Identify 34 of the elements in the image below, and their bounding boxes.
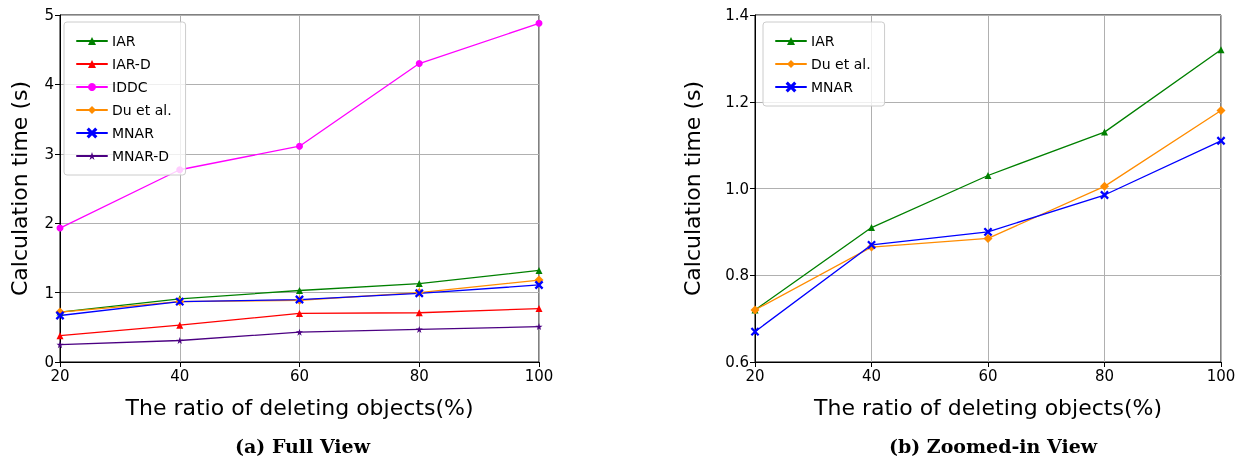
x-tick-label: 20 [745,366,765,385]
x-tick-label: 40 [170,366,190,385]
legend-label: Du et al. [811,56,871,72]
x-tick-label: 100 [524,366,554,385]
x-tick-label: 40 [861,366,882,385]
legend-label: MNAR [811,79,854,95]
x-tick-label: 80 [1094,366,1115,385]
legend-label: IAR [811,33,835,49]
x-axis-title: The ratio of deleting objects(%) [124,394,474,420]
text: (b) Zoomed-in View [888,434,1098,457]
y-axis-title: Calculation time (s) [679,80,705,297]
x-tick-label: 60 [978,366,998,385]
y-tick-label: 3 [44,144,54,163]
y-tick-label: 1.0 [725,179,749,198]
y-tick-label: 0.8 [725,266,749,285]
x-tick-label: 60 [289,366,310,385]
legend-label: IDDC [112,79,148,95]
y-tick-label: 1.2 [725,92,749,111]
legend-label: MNAR-D [112,148,170,164]
y-tick-label: 4 [44,75,54,94]
text: (a) Full View [235,434,371,457]
legend-label: IAR-D [112,56,151,72]
legend-label: MNAR [112,125,155,141]
y-tick-label: 2 [44,214,54,233]
x-tick-label: 100 [1206,366,1236,385]
legend-label: IAR [112,33,136,49]
y-axis-title: Calculation time (s) [6,80,32,297]
y-tick-label: 5 [44,6,54,24]
y-tick-label: 1 [44,283,54,302]
x-tick-label: 20 [50,366,70,385]
y-tick-label: 1.4 [725,6,749,24]
legend-label: Du et al. [112,102,172,118]
x-tick-label: 80 [409,366,429,385]
x-axis-title: The ratio of deleting objects(%) [813,394,1162,420]
